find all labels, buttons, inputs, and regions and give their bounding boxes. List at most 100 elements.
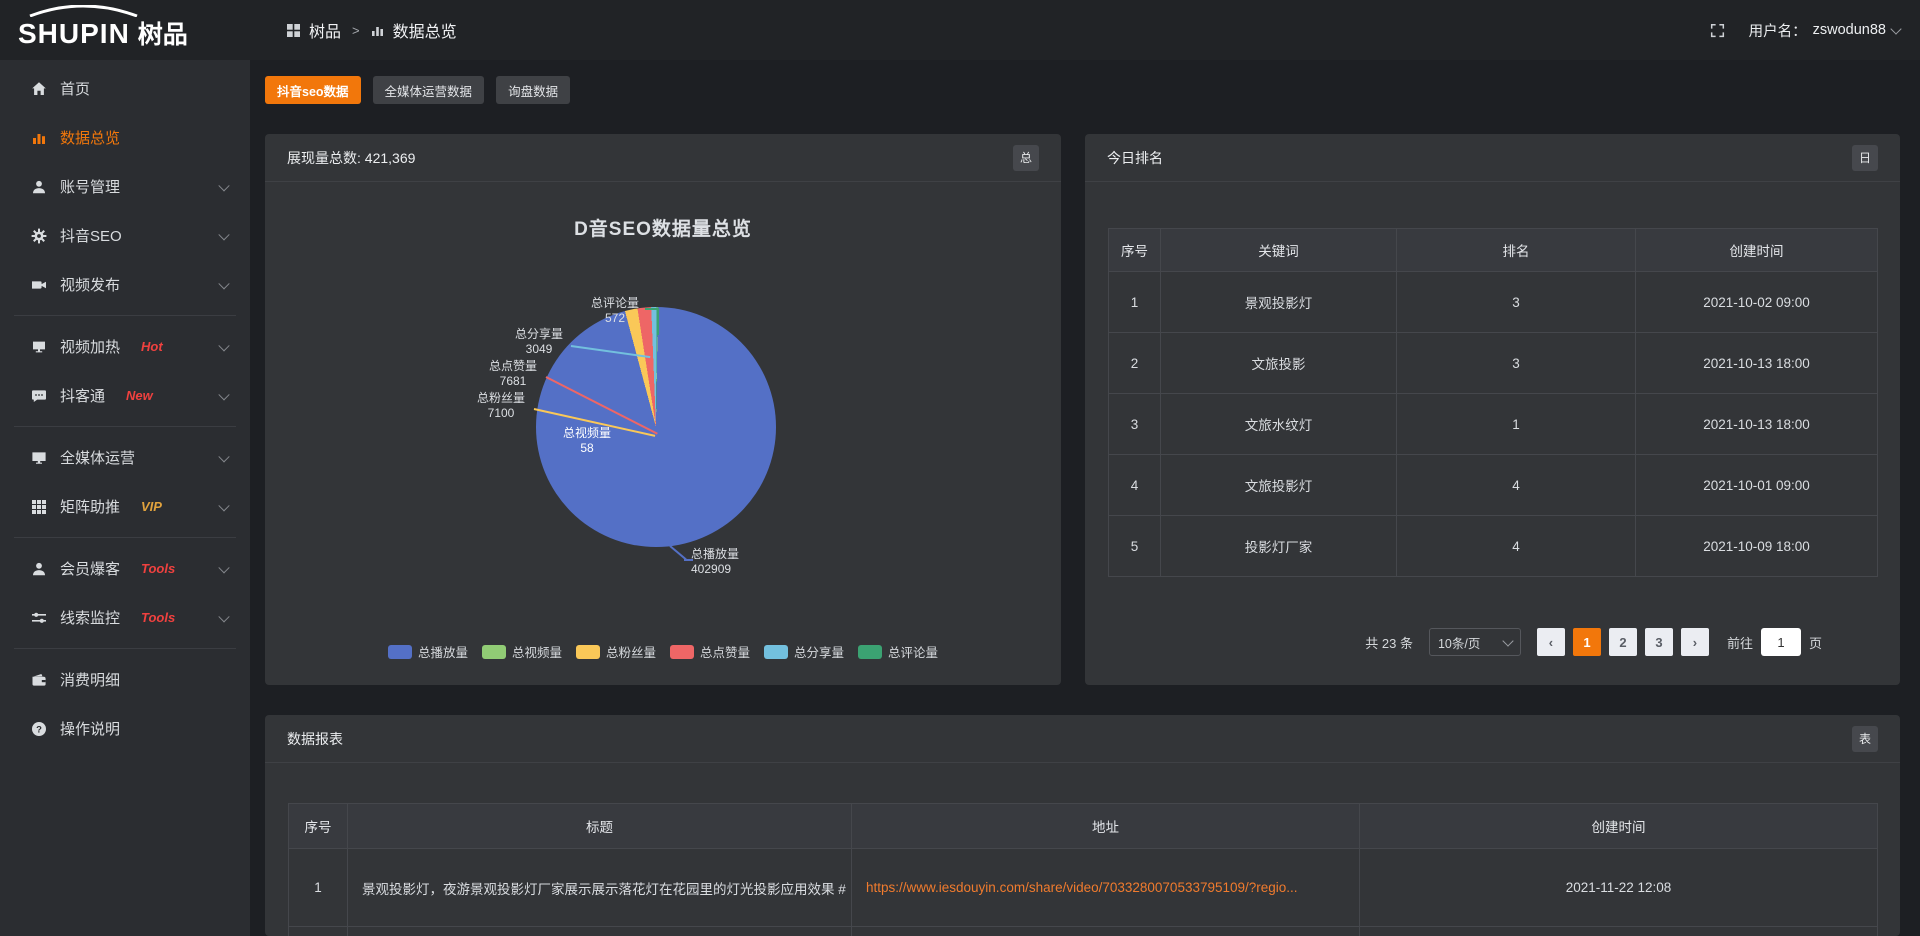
cell-created: 2021-10-01 09:00 (1635, 454, 1878, 516)
col-index: 序号 (288, 803, 348, 849)
fullscreen-icon[interactable] (1710, 23, 1725, 38)
sidebar-item-instructions[interactable]: ? 操作说明 (0, 704, 250, 753)
total-button[interactable]: 总 (1013, 144, 1039, 171)
page-size-select[interactable]: 10条/页 (1428, 628, 1521, 656)
pie-legend: 总播放量 总视频量 总粉丝量 总点赞量 总分享量 总评论量 (265, 642, 1061, 661)
legend-item-comment[interactable]: 总评论量 (858, 642, 938, 661)
pie-label-name: 总分享量 (514, 327, 563, 341)
legend-item-play[interactable]: 总播放量 (387, 642, 468, 661)
legend-item-like[interactable]: 总点赞量 (670, 642, 750, 661)
cell-created (1359, 926, 1878, 936)
sidebar-item-label: 视频发布 (60, 277, 121, 294)
chevron-down-icon (218, 228, 230, 240)
video-link[interactable]: https://www.iesdouyin.com/share/video/70… (866, 880, 1298, 895)
pie-label-value: 7681 (499, 374, 527, 388)
chevron-down-icon (218, 610, 230, 622)
vip-badge: VIP (141, 499, 162, 514)
sidebar-item-label: 数据总览 (60, 130, 121, 147)
table-row: 1 景观投影灯 3 2021-10-02 09:00 (1108, 271, 1878, 333)
chevron-down-icon (1502, 634, 1514, 647)
pagination-total: 共 23 条 (1365, 635, 1413, 651)
legend-swatch (764, 644, 789, 659)
sidebar-item-douketong[interactable]: 抖客通 New (0, 371, 250, 420)
chevron-down-icon (218, 561, 230, 573)
pie-label-value: 402909 (691, 562, 732, 576)
sidebar-item-matrix-boost[interactable]: 矩阵助推 VIP (0, 482, 250, 531)
cell-title (347, 926, 852, 936)
user-menu[interactable]: 用户名： zswodun88 (1749, 20, 1902, 41)
table-row: 1 景观投影灯，夜游景观投影灯厂家展示展示落花灯在花园里的灯光投影应用效果 # … (288, 848, 1878, 927)
goto-page-input[interactable] (1760, 628, 1801, 656)
sidebar-item-consumption[interactable]: 消费明细 (0, 655, 250, 704)
sidebar-divider (14, 315, 236, 316)
sidebar-divider (14, 426, 236, 427)
pie-label-value: 572 (604, 311, 626, 325)
legend-label: 总粉丝量 (605, 646, 656, 660)
tab-douyin-seo[interactable]: 抖音seo数据 (265, 76, 361, 104)
cell-rank: 3 (1396, 332, 1636, 394)
sidebar-item-account[interactable]: 账号管理 (0, 162, 250, 211)
sidebar-item-label: 账号管理 (60, 179, 121, 196)
legend-label: 总视频量 (511, 646, 562, 660)
tab-inquiry[interactable]: 询盘数据 (496, 76, 571, 104)
sidebar-item-lead-monitor[interactable]: 线索监控 Tools (0, 593, 250, 642)
col-created: 创建时间 (1359, 803, 1878, 849)
app-grid-icon (287, 24, 300, 37)
user-icon (30, 179, 47, 195)
cell-index: 2 (1108, 332, 1161, 394)
sidebar-item-label: 抖音SEO (60, 228, 122, 245)
col-created: 创建时间 (1635, 228, 1878, 272)
next-page-button[interactable]: › (1680, 628, 1709, 656)
legend-swatch (387, 644, 412, 659)
prev-page-button[interactable]: ‹ (1536, 628, 1565, 656)
page-button-3[interactable]: 3 (1644, 628, 1673, 656)
legend-item-share[interactable]: 总分享量 (764, 642, 844, 661)
cell-rank: 4 (1396, 515, 1636, 577)
chevron-down-icon (218, 450, 230, 462)
pie-chart-title: D音SEO数据量总览 (574, 219, 752, 240)
tab-media-operation[interactable]: 全媒体运营数据 (372, 76, 485, 104)
ranking-title: 今日排名 (1107, 149, 1163, 166)
overview-panel-header: 展现量总数: 421,369 总 (265, 134, 1061, 182)
data-tabs: 抖音seo数据 全媒体运营数据 询盘数据 (265, 76, 571, 104)
legend-swatch (481, 644, 506, 659)
chevron-down-icon (218, 388, 230, 400)
page-button-2[interactable]: 2 (1608, 628, 1637, 656)
wallet-icon (30, 672, 47, 688)
goto-label: 前往 (1726, 635, 1753, 651)
day-button[interactable]: 日 (1852, 144, 1878, 171)
sidebar-item-member-burst[interactable]: 会员爆客 Tools (0, 544, 250, 593)
table-button[interactable]: 表 (1852, 725, 1878, 752)
username: zswodun88 (1812, 22, 1886, 38)
cell-rank: 3 (1396, 271, 1636, 333)
pie-label-fans: 总粉丝量 7100 (468, 391, 534, 421)
page-size-value: 10条/页 (1437, 636, 1481, 651)
goto-unit: 页 (1808, 635, 1822, 651)
page-button-1[interactable]: 1 (1572, 628, 1601, 656)
sidebar-item-media-operation[interactable]: 全媒体运营 (0, 433, 250, 482)
pie-leader-play (669, 545, 687, 561)
bar-chart-icon (30, 130, 47, 146)
table-row: 4 文旅投影灯 4 2021-10-01 09:00 (1108, 454, 1878, 516)
logo-arc-icon (29, 5, 138, 17)
sidebar-item-home[interactable]: 首页 (0, 64, 250, 113)
sidebar-item-video-publish[interactable]: 视频发布 (0, 260, 250, 309)
chevron-down-icon (218, 277, 230, 289)
sidebar-item-douyin-seo[interactable]: 抖音SEO (0, 211, 250, 260)
cell-rank: 1 (1396, 393, 1636, 455)
sidebar-item-label: 会员爆客 (60, 561, 121, 578)
sidebar-item-video-heat[interactable]: 视频加热 Hot (0, 322, 250, 371)
new-badge: New (126, 388, 153, 403)
cell-rank: 4 (1396, 454, 1636, 516)
legend-item-fans[interactable]: 总粉丝量 (575, 642, 656, 661)
breadcrumb-root[interactable]: 树品 (309, 24, 342, 41)
legend-item-video[interactable]: 总视频量 (481, 642, 562, 661)
pie-leader-comment (657, 308, 659, 335)
col-rank: 排名 (1396, 228, 1636, 272)
pie-leader-comment (645, 308, 659, 310)
cell-keyword: 文旅投影灯 (1160, 454, 1397, 516)
logo-text-en: SHUPIN (18, 18, 130, 49)
pie-label-name: 总点赞量 (488, 359, 537, 373)
cell-keyword: 文旅水纹灯 (1160, 393, 1397, 455)
sidebar-item-data-overview[interactable]: 数据总览 (0, 113, 250, 162)
